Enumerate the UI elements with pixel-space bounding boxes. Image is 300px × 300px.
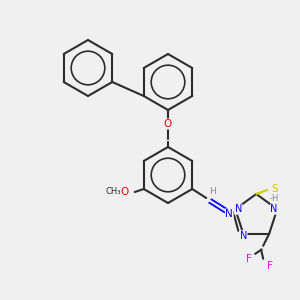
Text: N: N bbox=[225, 209, 233, 219]
Text: N: N bbox=[271, 204, 278, 214]
Text: F: F bbox=[267, 261, 273, 271]
Text: CH₃: CH₃ bbox=[105, 188, 121, 196]
Text: N: N bbox=[240, 231, 247, 241]
Text: H: H bbox=[209, 187, 216, 196]
Text: F: F bbox=[246, 254, 252, 264]
Text: O: O bbox=[121, 187, 129, 197]
Text: O: O bbox=[164, 119, 172, 129]
Text: S: S bbox=[271, 184, 278, 194]
Text: N: N bbox=[235, 204, 242, 214]
Text: -H: -H bbox=[269, 194, 279, 203]
